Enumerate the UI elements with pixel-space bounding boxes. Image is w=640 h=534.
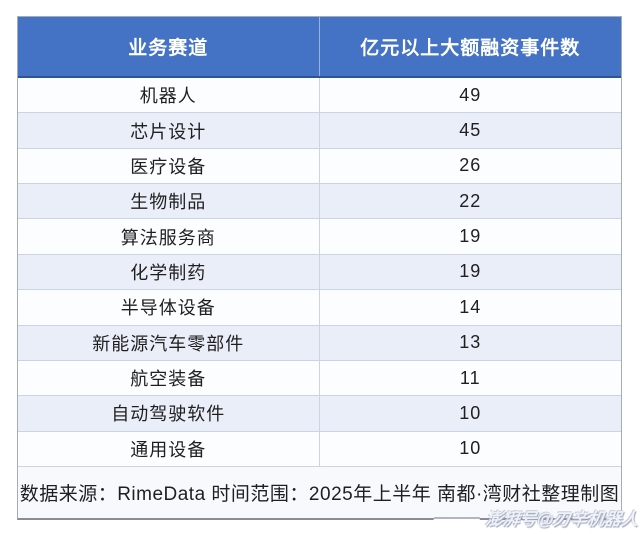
value-cell: 14 [459,296,482,317]
table-row: 芯片设计 45 [18,113,621,149]
data-source-note: 数据来源：RimeData 时间范围：2025年上半年 南都·湾财社整理制图 [18,467,621,518]
category-cell: 生物制品 [18,184,320,219]
category-cell: 芯片设计 [18,113,320,148]
category-cell: 化学制药 [18,254,320,290]
value-cell: 19 [459,226,482,247]
table-row: 通用设备 10 [18,431,621,467]
category-cell: 新能源汽车零部件 [18,325,320,360]
category-cell: 机器人 [18,78,320,113]
table-row: 机器人 49 [18,78,621,114]
table-row: 新能源汽车零部件 13 [18,325,621,361]
category-cell: 通用设备 [18,431,320,466]
table-header-row: 业务赛道 亿元以上大额融资事件数 [18,17,621,78]
value-cell: 10 [459,402,482,423]
value-cell: 49 [459,84,482,105]
header-cell-financing-events: 亿元以上大额融资事件数 [360,38,581,59]
category-cell: 半导体设备 [18,290,320,325]
table-row: 医疗设备 26 [18,148,621,185]
table-body: 机器人 49 芯片设计 45 医疗设备 26 生物制品 22 算法服务商 19 … [18,78,621,467]
category-cell: 自动驾驶软件 [18,396,320,431]
table-row: 自动驾驶软件 10 [18,396,621,432]
value-cell: 45 [459,120,482,141]
value-cell: 22 [459,190,482,211]
value-cell: 26 [459,155,482,176]
category-cell: 航空装备 [18,360,320,396]
table-row: 航空装备 11 [18,360,621,397]
financing-table: 业务赛道 亿元以上大额融资事件数 机器人 49 芯片设计 45 医疗设备 26 … [17,16,622,520]
value-cell: 13 [459,332,482,353]
header-cell-business-track: 业务赛道 [18,17,320,76]
value-cell: 10 [459,438,482,459]
table-row: 生物制品 22 [18,184,621,220]
table-row: 化学制药 19 [18,254,621,291]
value-cell: 11 [459,367,481,388]
table-row: 半导体设备 14 [18,290,621,326]
value-cell: 19 [459,261,482,282]
table-row: 算法服务商 19 [18,219,621,255]
category-cell: 算法服务商 [18,219,320,254]
category-cell: 医疗设备 [18,148,320,184]
